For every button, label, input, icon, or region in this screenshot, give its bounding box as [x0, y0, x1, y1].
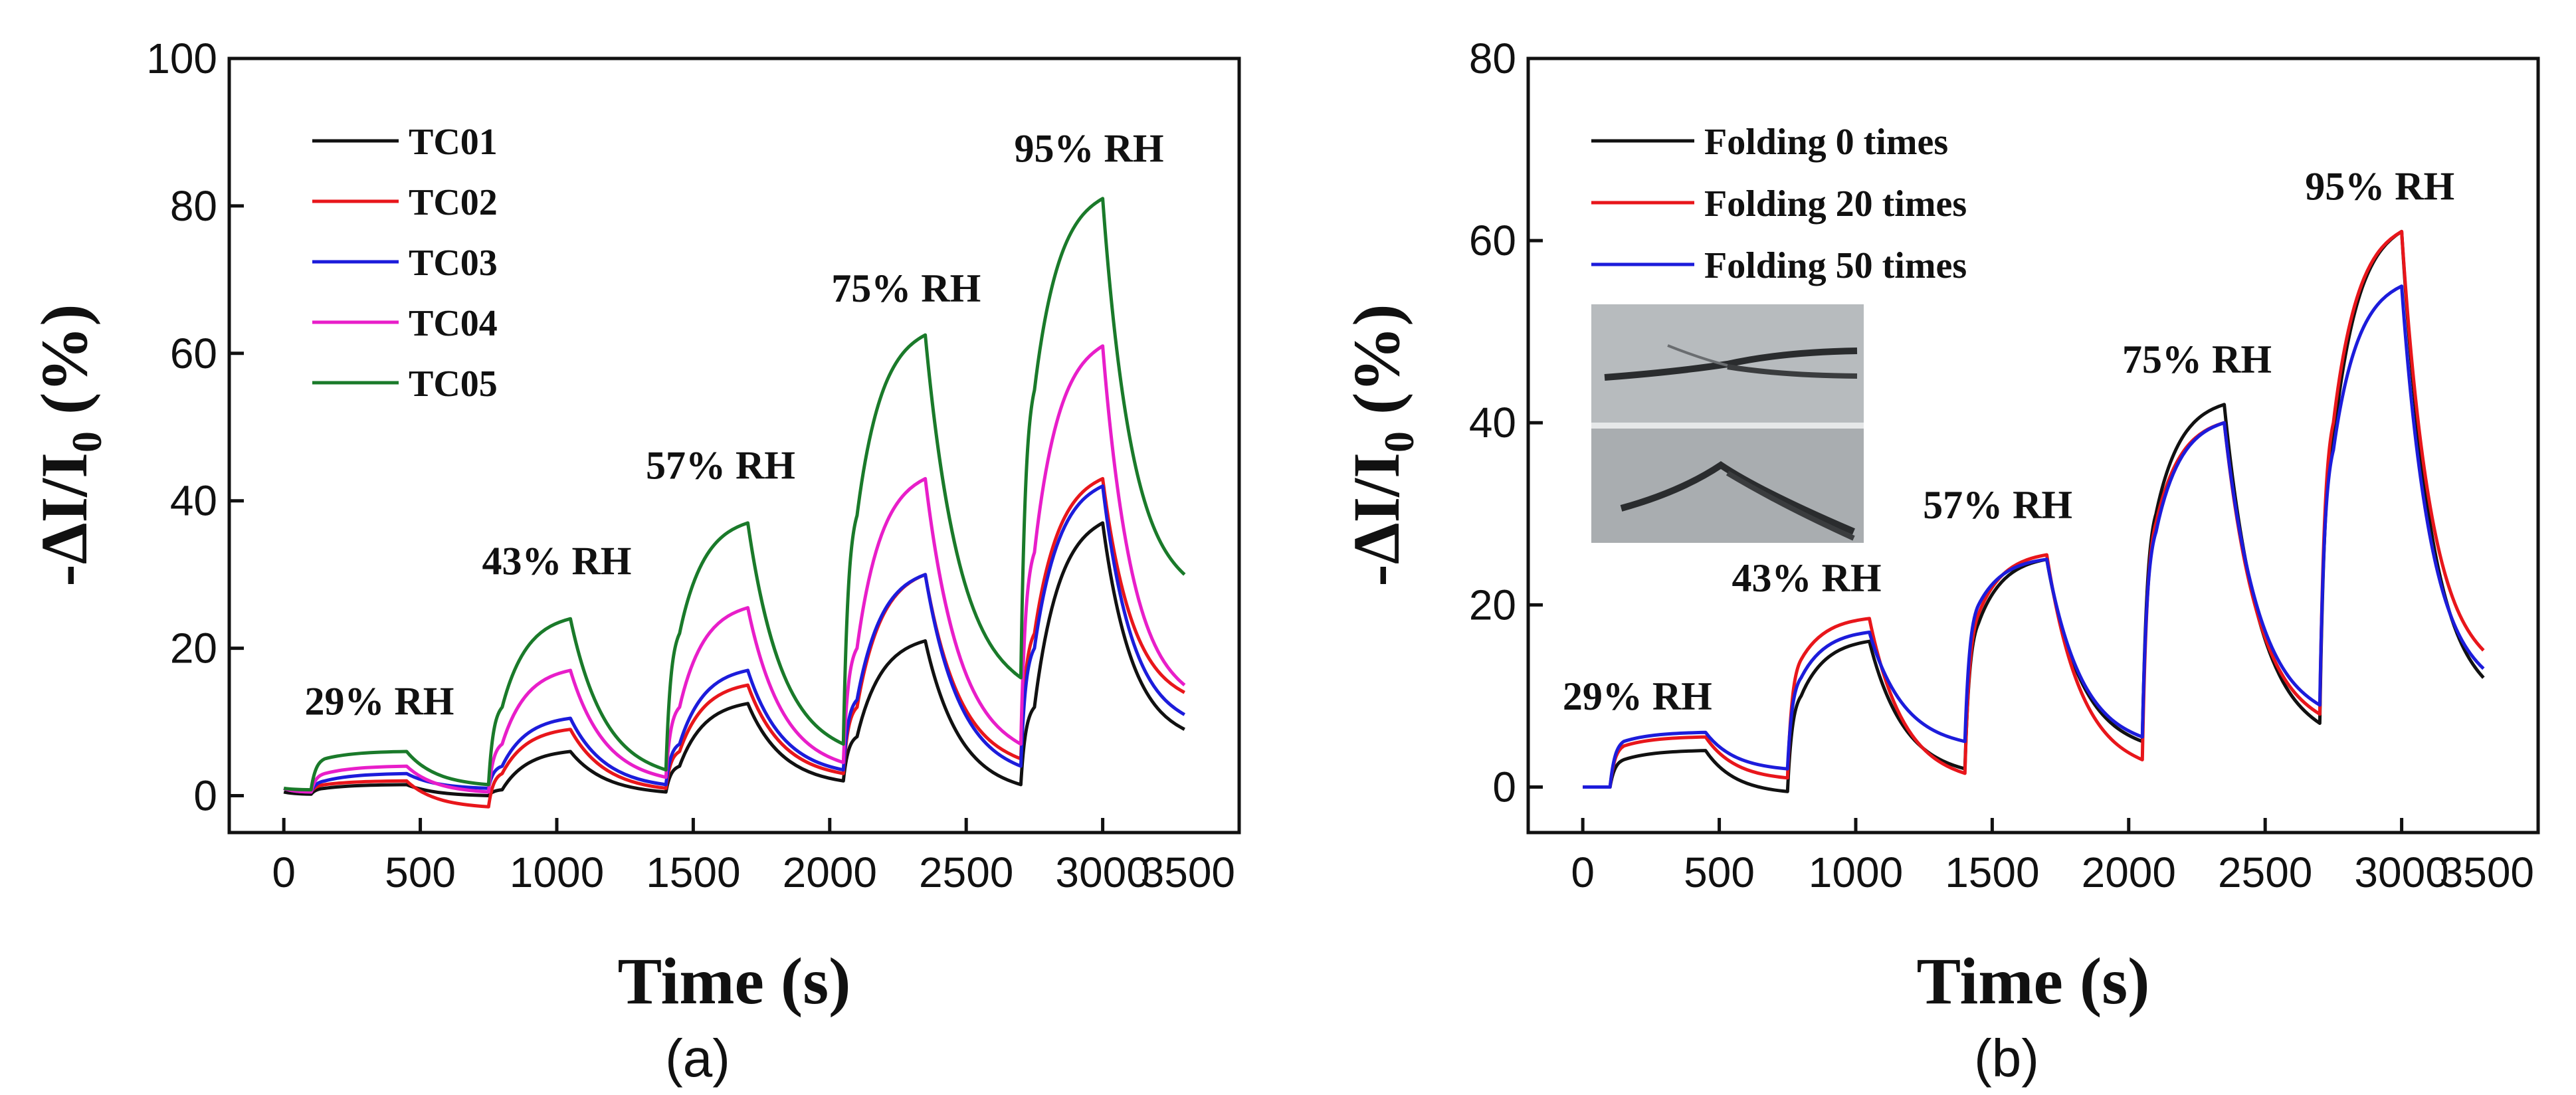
legend-label-tc05: TC05	[409, 363, 498, 405]
rh-annotation: 75% RH	[2122, 338, 2272, 381]
legend: TC01 TC02 TC03 TC04 TC05	[312, 122, 498, 405]
rh-annotation: 29% RH	[304, 679, 454, 723]
x-tick-label: 2000	[2082, 848, 2176, 896]
series-line-folding-50-times	[1583, 284, 2485, 789]
legend-label-tc02: TC02	[409, 182, 498, 223]
inset-strip-top-lower	[1727, 364, 1858, 379]
x-axis-title: Time (s)	[618, 944, 851, 1018]
inset-strip-top-thin	[1667, 344, 1728, 367]
panel-label-a: (a)	[665, 1029, 730, 1088]
x-tick-label: 1500	[646, 848, 740, 896]
y-axis-title: -ΔI/I0 (%)	[1339, 304, 1423, 586]
rh-annotation: 57% RH	[646, 443, 795, 487]
x-tick-label: 500	[385, 848, 456, 896]
inset-strip-bottom-2	[1726, 470, 1855, 541]
panel-label-b: (b)	[1974, 1029, 2039, 1088]
y-axis-title-main: -ΔI/I	[1339, 452, 1413, 587]
plot-area-frame	[227, 56, 1241, 835]
y-tick-label: 0	[193, 772, 217, 820]
y-axis-title-subscript: 0	[1375, 431, 1423, 452]
x-tick-label: 3000	[1055, 848, 1149, 896]
y-tick-label: 40	[1469, 399, 1516, 447]
x-tick-label: 1000	[1809, 848, 1903, 896]
inset-divider	[1591, 423, 1864, 429]
x-tick-label: 3500	[2440, 848, 2534, 896]
y-axis-title-main: -ΔI/I	[27, 452, 101, 587]
legend-label-tc03: TC03	[409, 243, 498, 284]
x-tick-label: 2500	[2218, 848, 2312, 896]
x-tick-label: 1000	[510, 848, 604, 896]
y-tick-label: 20	[170, 625, 217, 672]
x-tick-label: 3500	[1141, 848, 1235, 896]
inset-strip-bottom	[1620, 460, 1855, 535]
series-line-tc01	[283, 521, 1185, 797]
legend-label-tc01: TC01	[409, 122, 498, 163]
legend-label-folding-20: Folding 20 times	[1704, 183, 1967, 225]
rh-annotation: 95% RH	[2305, 164, 2454, 208]
plot-area-frame	[1526, 56, 2540, 835]
y-tick-label: 60	[170, 330, 217, 377]
rh-annotation: 75% RH	[831, 266, 981, 310]
x-tick-label: 2500	[919, 848, 1013, 896]
y-axis-title-unit: (%)	[1339, 304, 1413, 431]
x-tick-label: 1500	[1945, 848, 2039, 896]
series-line-folding-20-times	[1583, 229, 2485, 789]
rh-annotation: 29% RH	[1563, 674, 1712, 718]
series-line-folding-0-times	[1583, 229, 2485, 793]
x-tick-label: 0	[1571, 848, 1595, 896]
x-tick-label: 2000	[783, 848, 877, 896]
legend-label-tc04: TC04	[409, 303, 498, 344]
legend: Folding 0 times Folding 20 times Folding…	[1591, 122, 1967, 286]
series-line-tc04	[283, 344, 1186, 794]
y-axis-title-subscript: 0	[63, 431, 110, 452]
y-tick-label: 100	[146, 35, 217, 82]
panel-a: 0 20 40 60 80 100 0 500 1000 1500 2000 2500 3000350…	[27, 35, 1241, 1088]
y-tick-label: 80	[1469, 35, 1516, 82]
y-axis-title-unit: (%)	[27, 304, 101, 431]
rh-annotation: 95% RH	[1015, 126, 1164, 170]
rh-annotation: 57% RH	[1923, 483, 2072, 527]
x-axis-title: Time (s)	[1917, 944, 2150, 1018]
x-tick-label: 3000	[2354, 848, 2448, 896]
series-line-tc05	[283, 197, 1186, 792]
series-line-tc03	[283, 484, 1186, 794]
x-tick-label: 0	[272, 848, 296, 896]
inset-folding-photo	[1591, 304, 1864, 543]
y-tick-label: 20	[1469, 581, 1516, 629]
rh-annotation: 43% RH	[482, 540, 631, 583]
legend-label-folding-50: Folding 50 times	[1704, 245, 1967, 286]
y-tick-label: 40	[170, 477, 217, 525]
series-line-tc02	[283, 476, 1185, 809]
x-tick-label: 500	[1684, 848, 1755, 896]
y-axis-title: -ΔI/I0 (%)	[27, 304, 110, 586]
legend-label-folding-0: Folding 0 times	[1704, 122, 1948, 163]
y-tick-label: 60	[1469, 217, 1516, 264]
y-tick-label: 80	[170, 182, 217, 230]
rh-annotation: 43% RH	[1732, 556, 1882, 600]
y-tick-label: 0	[1492, 763, 1516, 811]
